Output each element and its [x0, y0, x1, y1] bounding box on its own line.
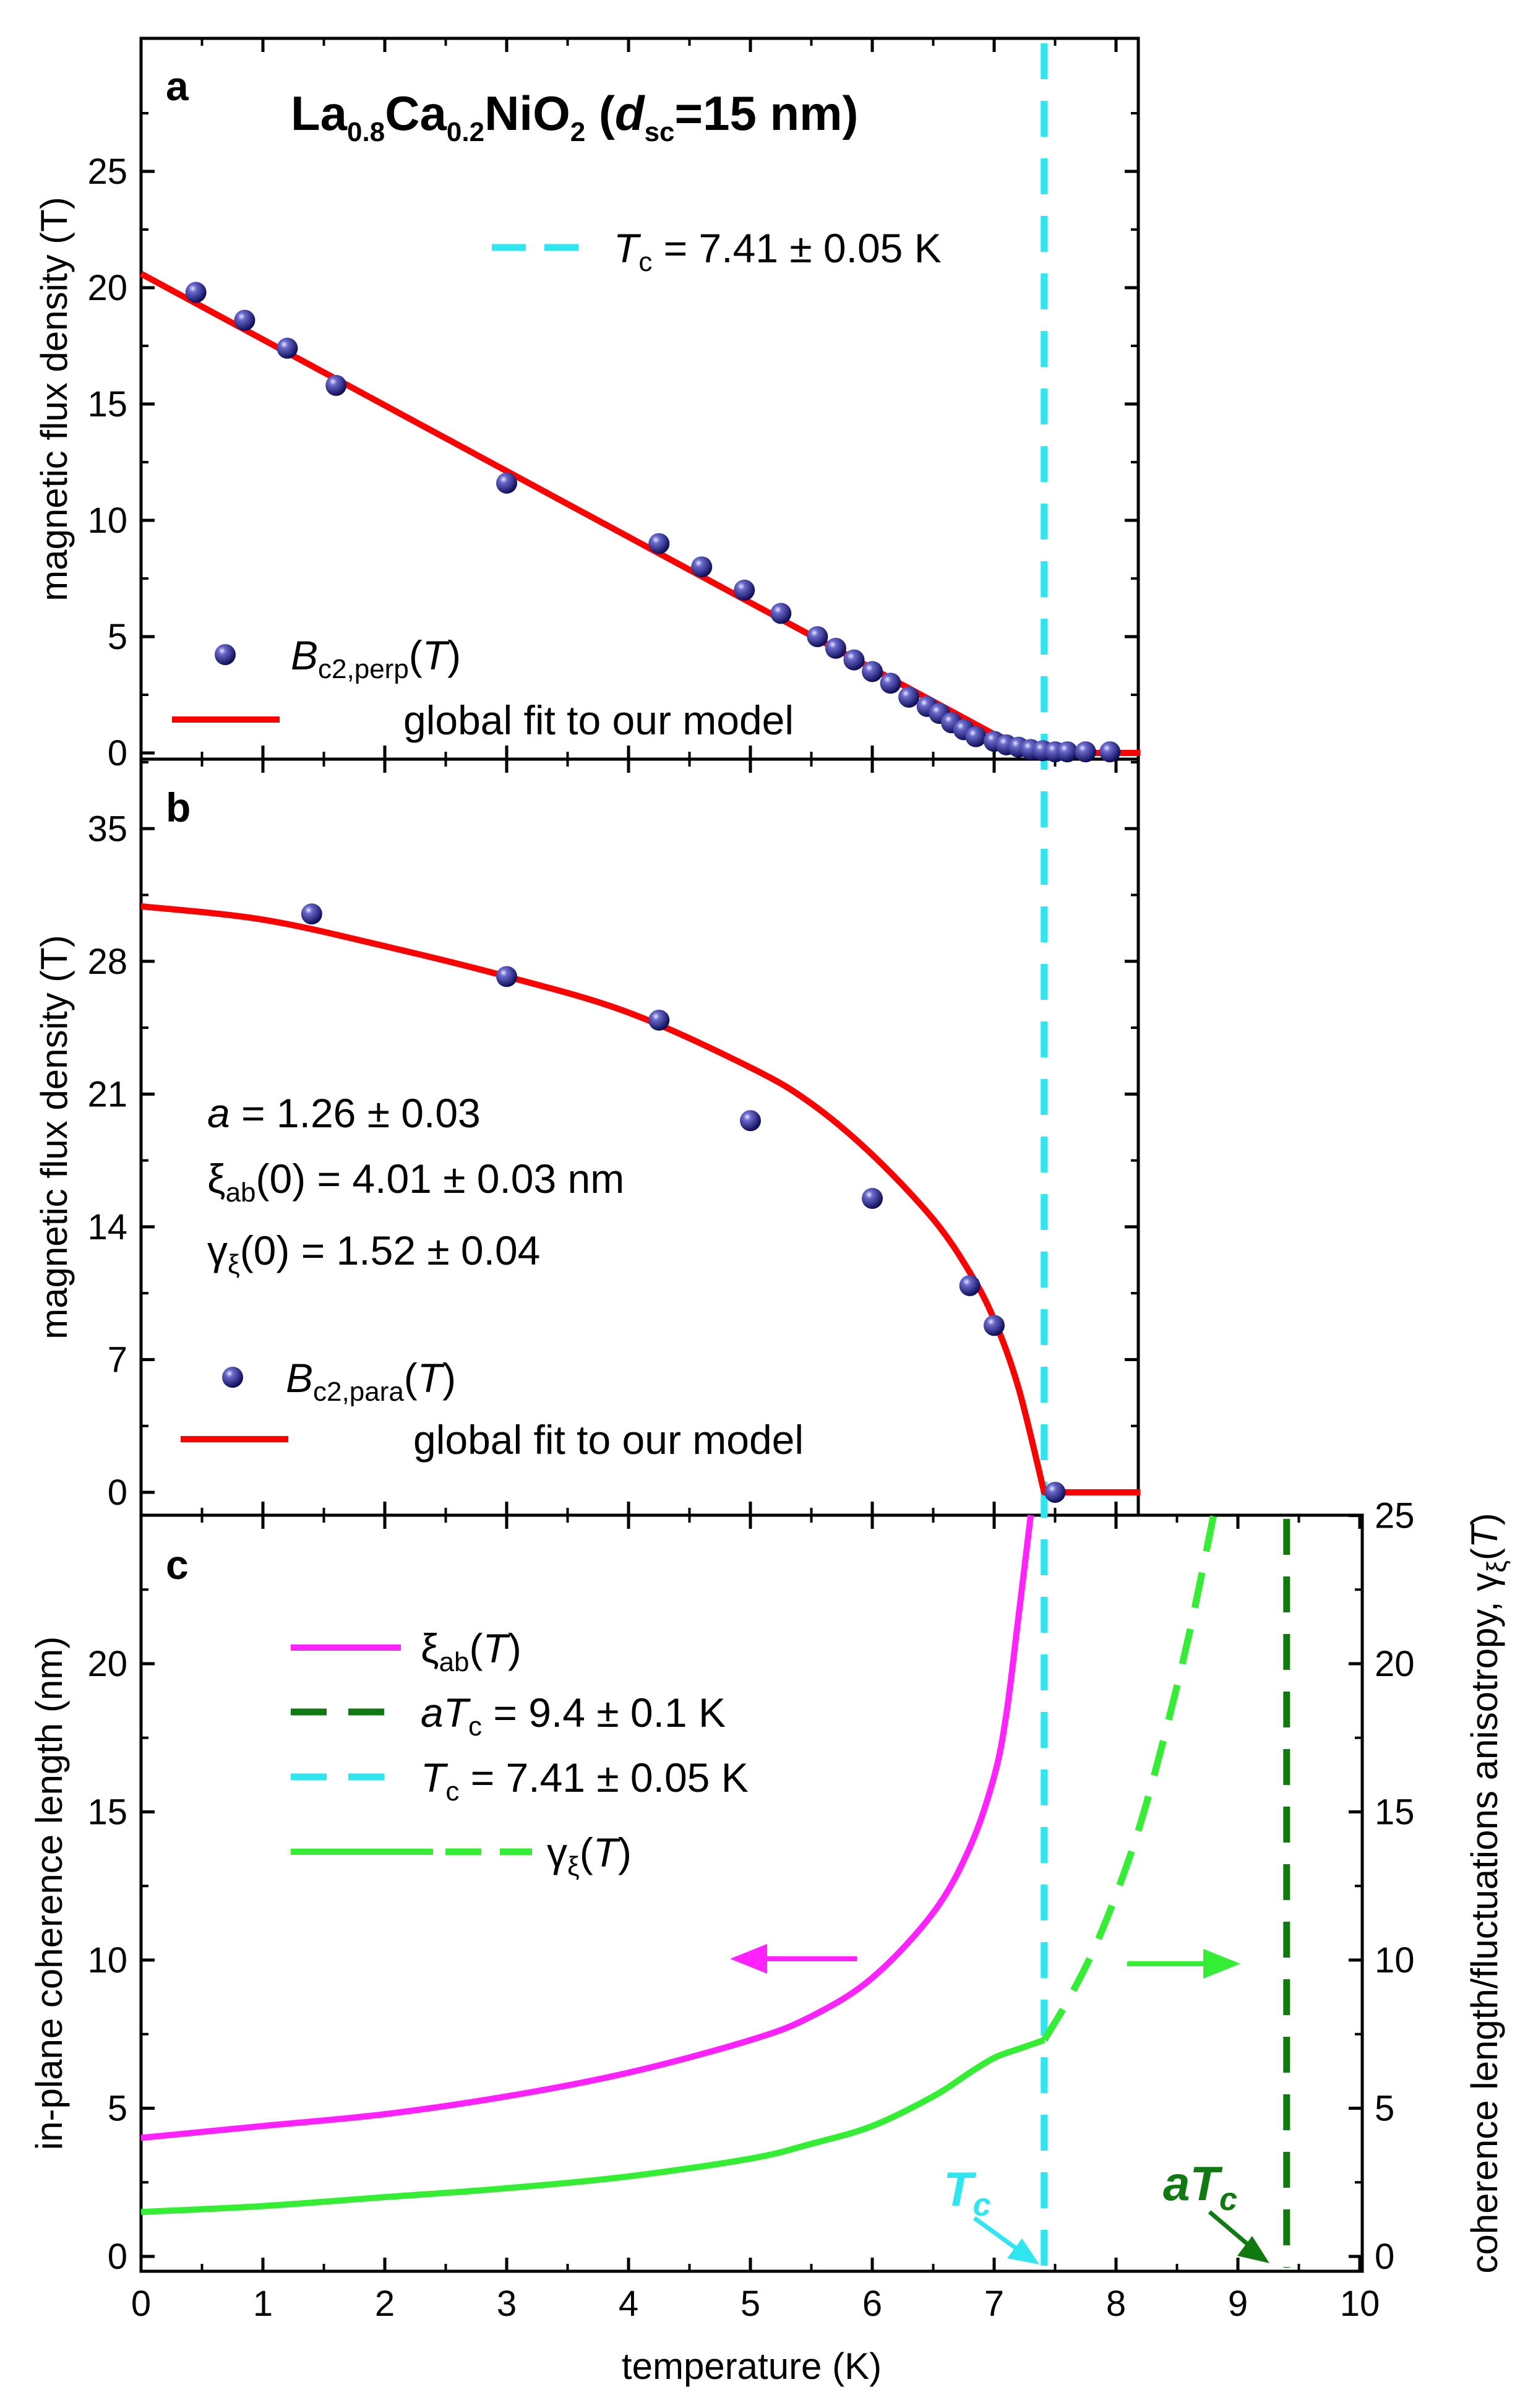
panel-c-ytick-right-label: 0 [1375, 2237, 1394, 2277]
x-tick-label: 10 [1340, 2284, 1380, 2324]
panel-b-ytick-label: 7 [108, 1339, 127, 1380]
x-tick-label: 1 [253, 2284, 273, 2324]
panel-c-gamma-dashed-curve [1041, 1515, 1217, 2042]
x-tick-label: 0 [131, 2284, 151, 2324]
panel-b-ytick-label: 35 [87, 809, 127, 849]
panel-c-xi-ab-curve [140, 1515, 1034, 2141]
panel-a-ytick-label: 5 [108, 617, 127, 657]
panel-c-legend-tc: Tc = 7.41 ± 0.05 K [421, 1755, 749, 1807]
panel-b-data-point [301, 903, 322, 925]
x-tick-label: 9 [1228, 2284, 1248, 2324]
panel-b-data-point [862, 1187, 883, 1209]
panel-a-tc-legend: Tc = 7.41 ± 0.05 K [614, 225, 942, 277]
panel-b-data-point [984, 1315, 1005, 1336]
panel-b-letter: b [166, 785, 191, 830]
panel-a-data-point [234, 309, 255, 331]
annot-tc-arrow [973, 2216, 1039, 2264]
panel-b-param-xi: ξab(0) = 4.01 ± 0.03 nm [207, 1156, 624, 1208]
panel-b-ytick-label: 28 [87, 942, 127, 982]
panel-a-data-point [862, 661, 883, 682]
x-tick-label: 2 [375, 2284, 395, 2324]
arrow-right-axis [1127, 1949, 1240, 1979]
x-tick-label: 5 [741, 2284, 760, 2324]
x-tick-label: 7 [984, 2284, 1004, 2324]
panel-c-ytick-right-label: 15 [1375, 1792, 1415, 1833]
panel-c-ytick-label: 5 [108, 2089, 127, 2129]
panel-c-ytick-label: 15 [87, 1792, 127, 1833]
panel-a-data-point [734, 579, 755, 601]
panel-c-legend-xi: ξab(T) [421, 1625, 522, 1677]
panel-a-data-point [277, 337, 298, 359]
panel-c-ytick-right-label: 10 [1375, 1940, 1415, 1980]
panel-a-data-point [648, 533, 670, 554]
x-axis-label: temperature (K) [622, 2346, 882, 2387]
panel-c-gamma-curve [140, 2037, 1046, 2216]
panel-c-legend-gamma: γξ(T) [547, 1830, 632, 1881]
x-tick-label: 8 [1106, 2284, 1126, 2324]
panel-a-data-point [825, 637, 846, 659]
annot-atc-arrow [1208, 2210, 1269, 2263]
panel-a-data-point [1057, 741, 1078, 763]
panel-a-data-point [770, 603, 792, 624]
panel-c-ytick-label: 0 [108, 2237, 127, 2277]
arrow-left-axis [730, 1944, 857, 1974]
panel-c-y-label-left: in-plane coherence length (nm) [28, 1636, 70, 2150]
panel-c-ytick-right-label: 25 [1375, 1496, 1415, 1536]
panel-a-data-point [691, 556, 713, 578]
panel-a-y-label: magnetic flux density (T) [33, 197, 75, 601]
panel-b-ytick-label: 0 [108, 1473, 127, 1513]
panel-a-legend-point-marker [215, 644, 236, 665]
data-points [185, 282, 1121, 1503]
panel-a-legend-fit: global fit to our model [403, 697, 794, 743]
panel-b-data-point [496, 966, 517, 987]
annot-tc: Tc [943, 2162, 991, 2223]
panel-a-data-point [880, 673, 901, 694]
panel-a-data-point [185, 282, 207, 303]
panel-b-ytick-label: 21 [87, 1074, 127, 1114]
panel-c-ytick-right-label: 20 [1375, 1644, 1415, 1684]
panel-c-letter: c [166, 1542, 189, 1588]
panel-a-data-point [1075, 741, 1096, 763]
panel-b-data-point [648, 1009, 670, 1031]
panel-b-legend-fit: global fit to our model [413, 1417, 804, 1463]
panel-a-ytick-label: 25 [87, 152, 127, 192]
panel-b-param-gamma: γξ(0) = 1.52 ± 0.04 [207, 1228, 540, 1279]
panel-a-legend-points: Bc2,perp(T) [291, 632, 461, 684]
panel-b-param-a: a = 1.26 ± 0.03 [207, 1090, 481, 1136]
panel-a-data-point [898, 686, 920, 708]
x-tick-label: 6 [862, 2284, 882, 2324]
panel-a-data-point [1099, 741, 1121, 763]
x-tick-label: 3 [497, 2284, 517, 2324]
panel-c-ytick-label: 20 [87, 1644, 127, 1684]
panel-b-y-label: magnetic flux density (T) [33, 935, 75, 1339]
panel-b-legend-point-marker [222, 1367, 243, 1388]
panel-b-data-point [740, 1110, 761, 1132]
panel-b-data-point [1044, 1482, 1066, 1503]
x-tick-label: 4 [619, 2284, 638, 2324]
panel-a-data-point [496, 472, 517, 494]
panel-a-data-point [807, 626, 828, 647]
panel-c-ytick-label: 10 [87, 1940, 127, 1980]
panel-a-data-point [965, 726, 987, 747]
panel-a-ytick-label: 0 [108, 733, 127, 773]
panel-c-legend-atc: aTc = 9.4 ± 0.1 K [421, 1690, 726, 1742]
panel-a-ytick-label: 15 [87, 384, 127, 424]
panel-a-title: La0.8Ca0.2NiO2 (dsc=15 nm) [291, 86, 858, 147]
panel-b-data-point [959, 1275, 981, 1296]
panel-b-frame [139, 757, 1140, 1517]
panel-b-ytick-label: 14 [87, 1207, 127, 1247]
annot-atc: aTc [1163, 2156, 1237, 2217]
panel-a-data-point [325, 374, 347, 396]
panel-a-ytick-label: 10 [87, 501, 127, 541]
panel-a-ytick-label: 20 [87, 268, 127, 308]
panel-c-y-label-right: coherence length/fluctuations anisotropy… [1464, 1513, 1512, 2273]
panel-a-letter: a [166, 63, 189, 109]
panel-c-ytick-right-label: 5 [1375, 2089, 1394, 2129]
reference-lines [1041, 43, 1290, 2268]
panel-a-data-point [843, 649, 865, 671]
panel-b-legend-points: Bc2,para(T) [286, 1355, 456, 1407]
